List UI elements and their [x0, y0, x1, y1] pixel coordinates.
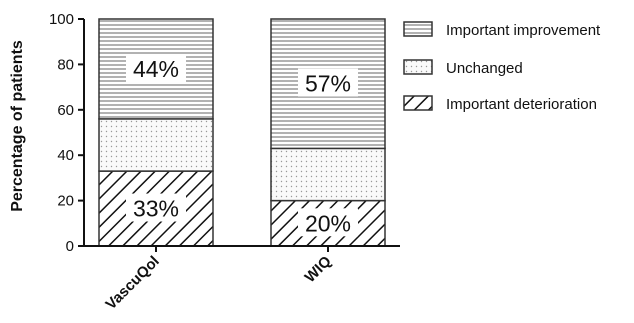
- x-axis: VascuQol WIQ: [84, 245, 400, 313]
- data-label-bg: [126, 53, 186, 82]
- x-category-label: WIQ: [302, 253, 335, 286]
- legend-label: Unchanged: [446, 60, 523, 77]
- data-label: 33%: [133, 196, 179, 222]
- data-label: 57%: [305, 71, 351, 97]
- y-tick-label: 60: [57, 102, 74, 119]
- y-tick-label: 0: [66, 238, 74, 255]
- y-axis-title: Percentage of patients: [9, 40, 26, 212]
- legend-swatch: [403, 59, 433, 75]
- y-tick-label: 20: [57, 193, 74, 210]
- y-axis: 0 20 40 60 80 100: [49, 11, 85, 255]
- bars: 44% 33% 57% 20%: [98, 18, 386, 247]
- data-label: 20%: [305, 210, 351, 236]
- y-tick-label: 100: [49, 11, 74, 28]
- bar-segment: [98, 118, 214, 172]
- data-label-bg: [298, 68, 358, 97]
- legend-label: Important improvement: [446, 22, 601, 39]
- data-label-bg: [298, 208, 358, 237]
- y-tick-label: 80: [57, 56, 74, 73]
- x-category-label: VascuQol: [102, 253, 162, 313]
- legend: Important improvement Unchanged Important …: [403, 21, 601, 113]
- y-tick-label: 40: [57, 147, 74, 164]
- legend-swatch: [403, 95, 433, 111]
- legend-swatch: [403, 21, 433, 37]
- data-label: 44%: [133, 56, 179, 82]
- legend-label: Important deterioration: [446, 96, 597, 113]
- data-label-bg: [126, 193, 186, 222]
- bar-segment: [270, 147, 386, 202]
